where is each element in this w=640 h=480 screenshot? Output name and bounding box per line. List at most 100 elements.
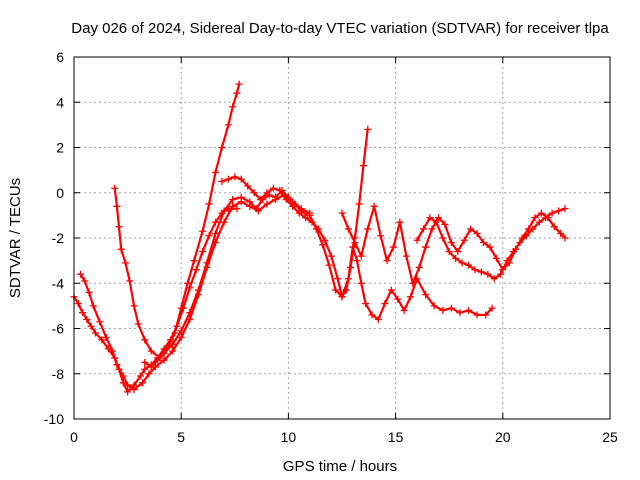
data-point [381,300,389,308]
x-tick-label: 25 [602,429,618,445]
data-point [224,175,232,183]
data-point [473,229,481,237]
series-satellite-track-A [70,205,241,396]
data-point [87,322,95,330]
data-point [368,311,376,319]
data-point [306,211,314,219]
data-point [447,304,455,312]
data-point [542,214,550,222]
data-point [117,245,125,253]
data-point [488,304,496,312]
data-point [302,214,310,222]
data-point [147,363,155,371]
data-point [134,320,142,328]
data-point [364,225,372,233]
data-point [177,334,185,342]
data-point [454,248,462,256]
data-point [555,207,563,215]
data-point [229,202,237,210]
data-point [503,257,511,265]
data-point [327,252,335,260]
data-point [160,356,168,364]
data-point [419,225,427,233]
data-point [250,189,258,197]
data-point [344,225,352,233]
data-point [160,349,168,357]
data-point [464,261,472,269]
data-point [203,259,211,267]
data-point [136,372,144,380]
data-point [109,347,117,355]
y-tick-labels: -10 -8 -6 -4 -2 0 2 4 6 [44,49,64,427]
data-point [362,300,370,308]
data-point [458,259,466,267]
data-point [252,205,260,213]
data-point [510,248,518,256]
data-point [321,236,329,244]
data-point [119,372,127,380]
data-point [452,254,460,262]
data-point [113,202,121,210]
series-satellite-track-B [111,80,243,362]
data-point [426,214,434,222]
data-point [130,302,138,310]
data-point [357,279,365,287]
data-point [492,254,500,262]
series-trace [416,207,566,280]
data-point [557,229,565,237]
data-point [126,277,134,285]
data-point [561,234,569,242]
y-tick-label: -8 [52,366,65,382]
data-point [192,266,200,274]
y-tick-label: -2 [52,230,65,246]
data-point [169,347,177,355]
data-point [237,175,245,183]
data-point [387,286,395,294]
data-point [325,261,333,269]
data-point [402,252,410,260]
data-point [233,89,241,97]
data-point [190,257,198,265]
series-trace [113,83,241,359]
data-point [186,309,194,317]
data-point [177,304,185,312]
data-point [229,196,237,204]
data-point [482,311,490,319]
series-satellite-track-H [413,205,569,283]
series-trace [79,193,311,391]
data-point [231,173,239,181]
data-point [139,379,147,387]
data-point [282,196,290,204]
x-tick-label: 20 [495,429,511,445]
data-point [145,370,153,378]
x-tick-label: 15 [388,429,404,445]
data-point [364,125,372,133]
data-point [516,239,524,247]
data-point [422,291,430,299]
y-axis-label: SDTVAR / TECUs [7,178,24,298]
data-point [415,263,423,271]
data-point [441,220,449,228]
data-point [464,306,472,314]
data-point [550,223,558,231]
data-point [141,365,149,373]
data-point [141,358,149,366]
data-point [91,329,99,337]
data-point [561,205,569,213]
series-trace [340,205,566,285]
data-point [79,309,87,317]
data-point [124,388,132,396]
data-point [473,311,481,319]
data-point [486,243,494,251]
data-point [456,309,464,317]
data-point [212,218,220,226]
data-point [235,80,243,88]
axis-ticks [73,56,611,420]
data-point [89,302,97,310]
data-point [359,162,367,170]
y-tick-label: -6 [52,321,65,337]
data-point [184,279,192,287]
data-point [428,225,436,233]
data-point [121,259,129,267]
data-point [400,306,408,314]
